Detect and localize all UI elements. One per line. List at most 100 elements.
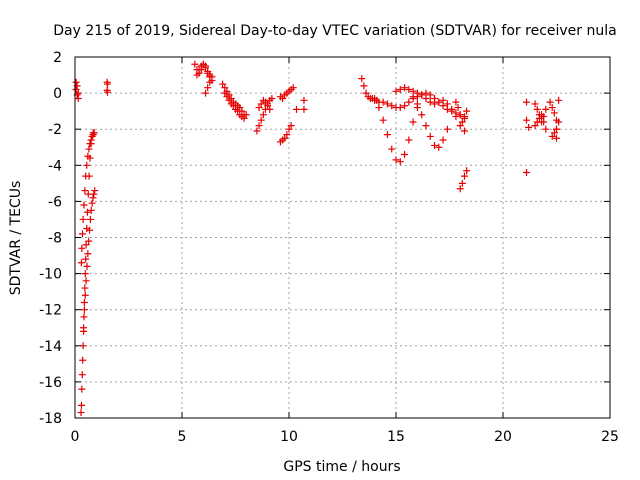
data-point xyxy=(204,69,212,77)
data-point xyxy=(80,306,88,314)
data-point xyxy=(80,313,88,321)
data-point xyxy=(84,152,92,160)
data-point xyxy=(82,172,90,180)
data-point xyxy=(426,98,434,106)
y-tick-label: -2 xyxy=(48,122,62,138)
x-tick-label: 0 xyxy=(71,429,80,445)
data-point xyxy=(253,127,261,135)
data-point xyxy=(454,104,462,112)
data-point xyxy=(82,277,90,285)
data-point xyxy=(525,123,533,131)
data-point xyxy=(413,100,421,108)
data-point xyxy=(409,118,417,126)
data-point xyxy=(550,129,558,137)
data-point xyxy=(221,89,229,97)
data-point xyxy=(193,71,201,79)
y-tick-label: -6 xyxy=(48,194,62,210)
data-point xyxy=(463,107,471,115)
data-point xyxy=(79,342,87,350)
data-point xyxy=(80,324,88,332)
data-point xyxy=(266,105,274,113)
data-point xyxy=(104,80,112,88)
data-point xyxy=(396,85,404,93)
data-point xyxy=(268,95,276,103)
data-point xyxy=(86,140,94,148)
data-point xyxy=(392,156,400,164)
data-point xyxy=(257,116,265,124)
data-point xyxy=(85,145,93,153)
data-point xyxy=(535,114,543,122)
x-tick-label: 10 xyxy=(280,429,298,445)
data-point xyxy=(396,158,404,166)
data-point xyxy=(371,95,379,103)
data-point xyxy=(195,66,203,74)
data-point xyxy=(264,102,272,110)
data-point xyxy=(443,125,451,133)
y-tick-label: 0 xyxy=(53,86,62,102)
y-tick-label: -16 xyxy=(39,375,62,391)
data-point xyxy=(360,82,368,90)
data-point xyxy=(89,194,97,202)
data-points xyxy=(72,60,563,417)
y-tick-label: -14 xyxy=(39,339,62,355)
data-point xyxy=(202,64,210,72)
data-point xyxy=(191,60,199,68)
data-point xyxy=(413,89,421,97)
data-point xyxy=(287,122,295,130)
data-point xyxy=(225,96,233,104)
data-point xyxy=(405,136,413,144)
data-point xyxy=(426,91,434,99)
data-point xyxy=(555,96,563,104)
data-point xyxy=(460,114,468,122)
x-axis-label: GPS time / hours xyxy=(283,459,400,475)
data-point xyxy=(448,105,456,113)
data-point xyxy=(456,122,464,130)
data-point xyxy=(401,150,409,158)
data-point xyxy=(548,132,556,140)
data-point xyxy=(460,127,468,135)
data-point xyxy=(77,401,85,409)
x-tick-label: 25 xyxy=(601,429,619,445)
x-tick-label: 5 xyxy=(178,429,187,445)
data-point xyxy=(388,145,396,153)
data-point xyxy=(396,104,404,112)
data-point xyxy=(426,132,434,140)
data-point xyxy=(257,100,265,108)
data-point xyxy=(375,104,383,112)
data-point xyxy=(80,298,88,306)
data-point xyxy=(533,105,541,113)
data-point xyxy=(83,208,91,216)
data-point xyxy=(255,104,263,112)
data-point xyxy=(79,215,87,223)
y-tick-label: -18 xyxy=(39,411,62,427)
data-point xyxy=(236,104,244,112)
data-point xyxy=(83,262,91,270)
data-point xyxy=(379,116,387,124)
data-point xyxy=(204,84,212,92)
y-axis-label: SDTVAR / TECUs xyxy=(8,181,24,296)
data-point xyxy=(300,105,308,113)
data-point xyxy=(431,100,439,108)
data-point xyxy=(443,100,451,108)
data-point xyxy=(456,111,464,119)
data-point xyxy=(523,98,531,106)
data-point xyxy=(435,98,443,106)
data-point xyxy=(538,111,546,119)
data-point xyxy=(431,141,439,149)
data-point xyxy=(388,102,396,110)
data-point xyxy=(78,244,86,252)
data-point xyxy=(540,118,548,126)
data-point xyxy=(550,109,558,117)
data-point xyxy=(86,226,94,234)
data-point xyxy=(292,105,300,113)
data-point xyxy=(463,167,471,175)
data-point xyxy=(401,102,409,110)
data-point xyxy=(87,206,95,214)
data-point xyxy=(285,125,293,133)
data-point xyxy=(199,60,207,68)
grid xyxy=(75,57,610,418)
data-point xyxy=(548,104,556,112)
data-point xyxy=(300,96,308,104)
data-point xyxy=(81,291,89,299)
